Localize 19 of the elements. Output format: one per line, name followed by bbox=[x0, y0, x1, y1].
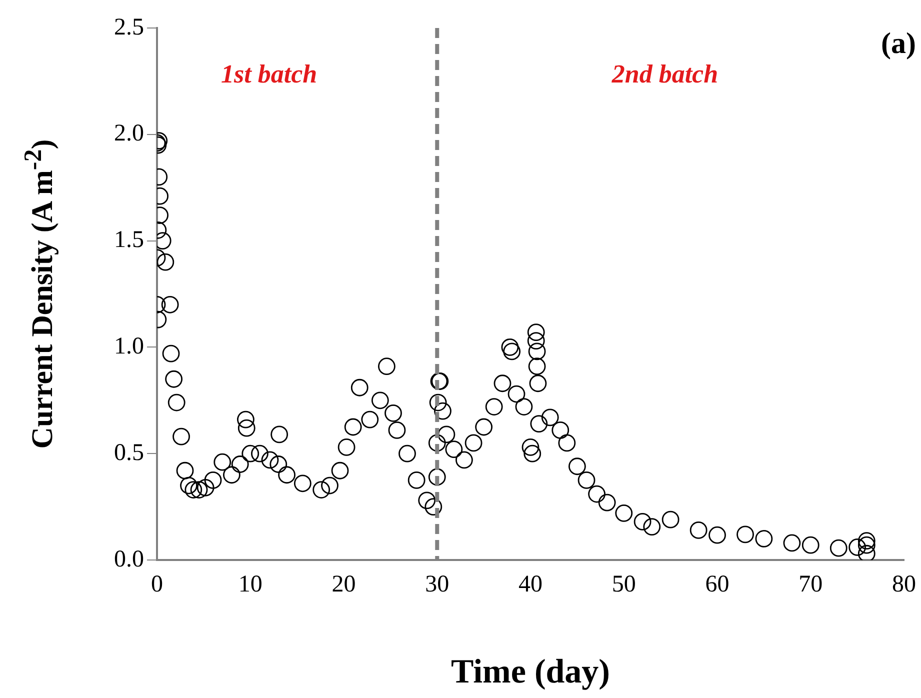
x-tick-label: 0 bbox=[151, 572, 163, 598]
x-tick-label: 70 bbox=[798, 572, 823, 598]
x-tick-label: 80 bbox=[892, 572, 916, 598]
x-tick-label: 10 bbox=[238, 572, 262, 598]
x-axis-title: Time (day) bbox=[451, 653, 610, 690]
y-tick-label: 2.5 bbox=[114, 14, 144, 40]
annotation: 1st batch bbox=[221, 60, 318, 89]
x-tick-label: 40 bbox=[518, 572, 542, 598]
y-tick-label: 0.5 bbox=[114, 440, 144, 466]
y-tick-label: 2.0 bbox=[114, 120, 144, 147]
y-tick-label: 1.5 bbox=[114, 227, 144, 254]
x-tick-label: 20 bbox=[332, 572, 356, 598]
y-tick-label: 1.0 bbox=[114, 333, 144, 360]
annotation: 2nd batch bbox=[610, 60, 718, 89]
y-tick-label: 0.0 bbox=[114, 546, 144, 572]
x-tick-label: 60 bbox=[705, 572, 730, 598]
annotation: (a) bbox=[881, 26, 916, 60]
x-tick-label: 30 bbox=[425, 572, 450, 598]
x-tick-label: 50 bbox=[612, 572, 636, 598]
